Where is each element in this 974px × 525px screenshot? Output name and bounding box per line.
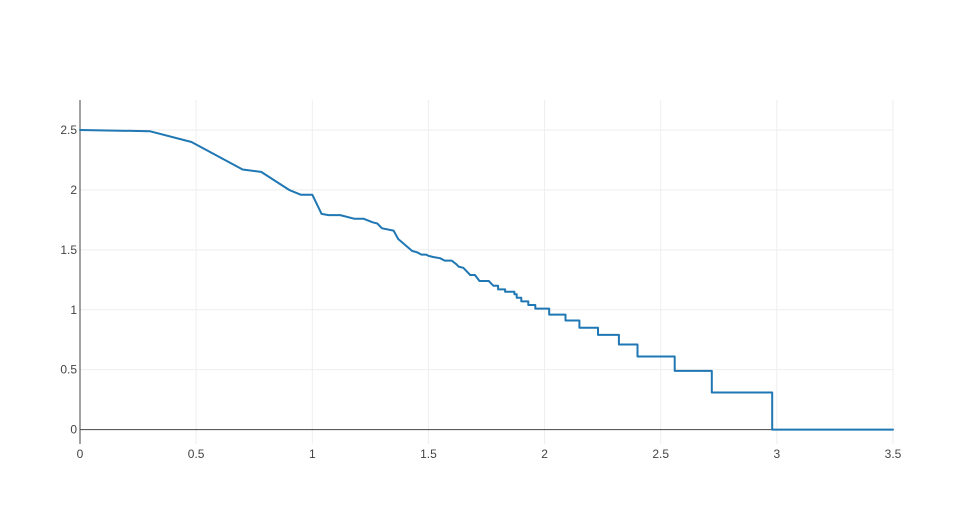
series-line — [79, 129, 894, 431]
gridlines — [80, 100, 894, 444]
x-tick-label: 0.5 — [188, 447, 205, 461]
y-tick-label: 1 — [70, 303, 77, 317]
series-group — [79, 129, 894, 431]
x-tick-label: 3 — [774, 447, 781, 461]
x-tick-label: 2.5 — [652, 447, 669, 461]
y-tick-label: 0 — [70, 423, 77, 437]
x-tick-label: 1 — [309, 447, 316, 461]
tick-labels: 0 0.5 1 1.5 2 2.5 3 3.5 0 0.5 1 1.5 2 2.5 — [60, 123, 901, 461]
y-tick-label: 2.5 — [60, 123, 77, 137]
x-tick-label: 3.5 — [885, 447, 902, 461]
x-tick-label: 2 — [541, 447, 548, 461]
y-tick-label: 2 — [70, 183, 77, 197]
x-tick-label: 1.5 — [420, 447, 437, 461]
y-tick-label: 0.5 — [60, 363, 77, 377]
x-tick-label: 0 — [77, 447, 84, 461]
y-tick-label: 1.5 — [60, 243, 77, 257]
